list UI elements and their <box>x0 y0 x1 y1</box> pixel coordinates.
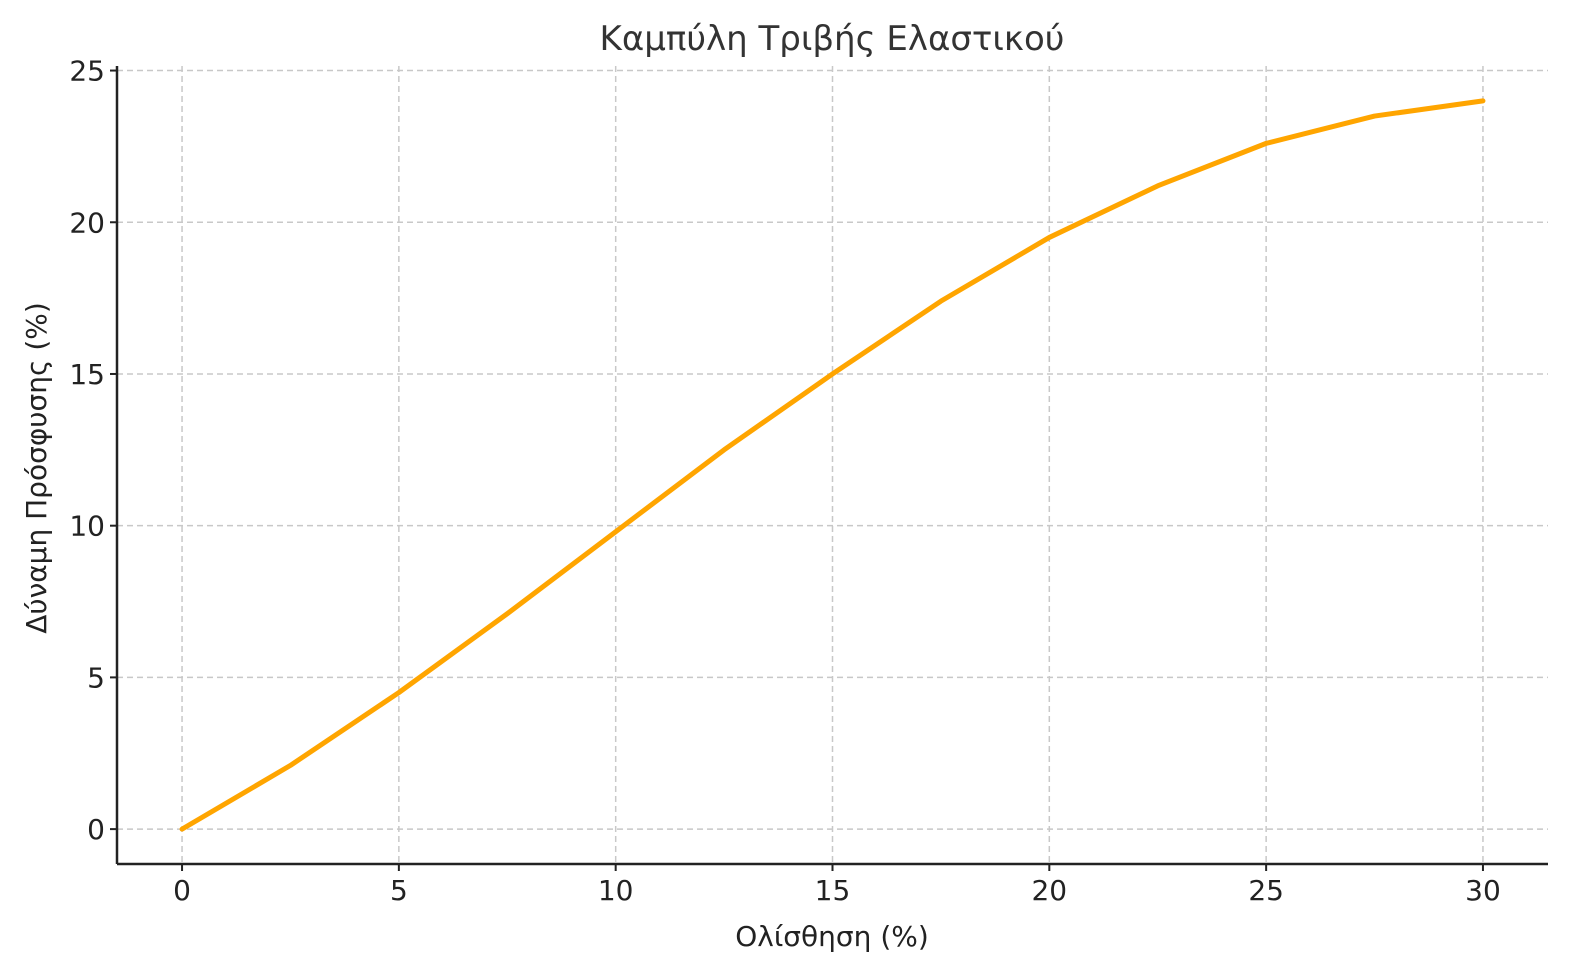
y-tick-label: 15 <box>69 358 105 391</box>
data-line <box>179 98 1486 832</box>
y-tick-label: 20 <box>69 206 105 239</box>
y-tick-label: 5 <box>87 661 105 694</box>
y-tick-label: 25 <box>69 55 105 88</box>
x-tick-label: 30 <box>1465 874 1501 907</box>
y-tick-label: 10 <box>69 510 105 543</box>
chart-title: Καμπύλη Τριβής Ελαστικού <box>600 19 1065 59</box>
x-tick-label: 0 <box>173 874 191 907</box>
x-tick-label: 5 <box>390 874 408 907</box>
y-tick-label: 0 <box>87 813 105 846</box>
x-tick-label: 20 <box>1031 874 1067 907</box>
x-tick-label: 25 <box>1248 874 1284 907</box>
x-axis-label: Ολίσθηση (%) <box>735 920 929 953</box>
y-axis-label: Δύναμη Πρόσφυσης (%) <box>20 302 53 634</box>
x-tick-label: 15 <box>815 874 851 907</box>
x-tick-label: 10 <box>598 874 634 907</box>
